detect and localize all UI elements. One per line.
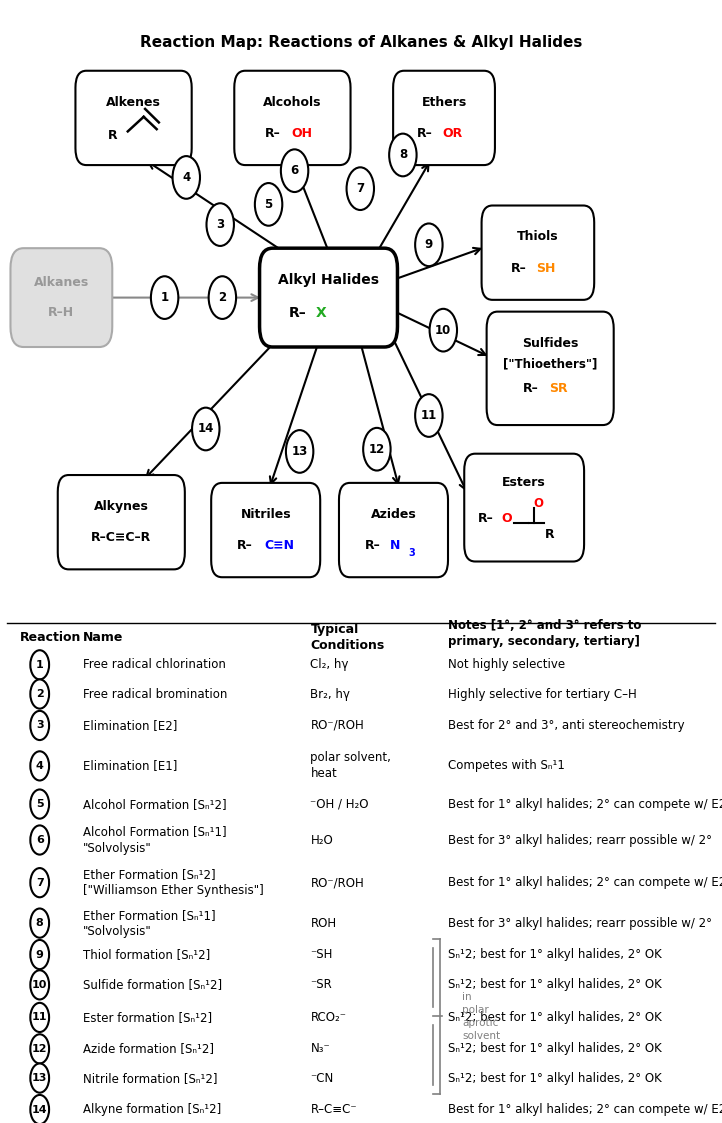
FancyBboxPatch shape: [487, 311, 614, 424]
Text: Highly selective for tertiary C–H: Highly selective for tertiary C–H: [448, 687, 636, 701]
Text: 1: 1: [36, 660, 43, 669]
Text: 8: 8: [399, 148, 407, 162]
Text: 10: 10: [435, 323, 451, 337]
Text: Best for 3° alkyl halides; rearr possible w/ 2°: Best for 3° alkyl halides; rearr possibl…: [448, 916, 712, 930]
Text: Alkyl Halides: Alkyl Halides: [278, 273, 379, 286]
Circle shape: [173, 156, 200, 199]
Text: Best for 1° alkyl halides; 2° can compete w/ E2: Best for 1° alkyl halides; 2° can compet…: [448, 1103, 722, 1116]
Text: in
polar
aprotic
solvent: in polar aprotic solvent: [462, 992, 500, 1041]
Text: Ester formation [Sₙ¹2]: Ester formation [Sₙ¹2]: [83, 1011, 212, 1024]
Text: 11: 11: [421, 409, 437, 422]
Circle shape: [30, 1063, 49, 1093]
Circle shape: [206, 203, 234, 246]
Text: X: X: [316, 307, 326, 320]
Text: 11: 11: [32, 1013, 48, 1022]
Circle shape: [30, 650, 49, 679]
Text: R–C≡C⁻: R–C≡C⁻: [310, 1103, 357, 1116]
Text: Br₂, hγ: Br₂, hγ: [310, 687, 350, 701]
Text: 14: 14: [198, 422, 214, 436]
Text: R: R: [544, 528, 554, 541]
Text: Cl₂, hγ: Cl₂, hγ: [310, 658, 349, 672]
Text: SR: SR: [549, 382, 567, 395]
FancyBboxPatch shape: [11, 248, 113, 347]
FancyBboxPatch shape: [76, 71, 191, 165]
Text: Best for 1° alkyl halides; 2° can compete w/ E2: Best for 1° alkyl halides; 2° can compet…: [448, 876, 722, 889]
Text: Reaction: Reaction: [20, 631, 82, 645]
Text: 4: 4: [182, 171, 191, 184]
Circle shape: [30, 940, 49, 969]
Text: Not highly selective: Not highly selective: [448, 658, 565, 672]
FancyBboxPatch shape: [464, 454, 584, 562]
Text: R–: R–: [523, 382, 539, 395]
Text: Alcohols: Alcohols: [263, 95, 322, 109]
Text: RCO₂⁻: RCO₂⁻: [310, 1011, 347, 1024]
Circle shape: [281, 149, 308, 192]
Circle shape: [30, 789, 49, 819]
Text: Free radical chlorination: Free radical chlorination: [83, 658, 226, 672]
Text: N₃⁻: N₃⁻: [310, 1042, 330, 1056]
Text: R–: R–: [289, 307, 307, 320]
Text: 5: 5: [264, 198, 273, 211]
Text: 6: 6: [36, 836, 43, 844]
Text: Alkanes: Alkanes: [34, 276, 89, 290]
Text: Alcohol Formation [Sₙ¹1]
"Solvolysis": Alcohol Formation [Sₙ¹1] "Solvolysis": [83, 825, 227, 855]
FancyBboxPatch shape: [393, 71, 495, 165]
Text: 10: 10: [32, 980, 48, 989]
Text: R–: R–: [237, 539, 253, 553]
Text: Nitriles: Nitriles: [240, 508, 291, 521]
Text: 12: 12: [369, 442, 385, 456]
Text: SH: SH: [536, 262, 556, 275]
Text: R–C≡C–R: R–C≡C–R: [91, 531, 152, 545]
Text: Sulfides: Sulfides: [522, 337, 578, 350]
FancyBboxPatch shape: [482, 206, 594, 300]
Text: Azide formation [Sₙ¹2]: Azide formation [Sₙ¹2]: [83, 1042, 214, 1056]
Text: ⁻SH: ⁻SH: [310, 948, 333, 961]
Circle shape: [30, 1095, 49, 1123]
Text: Sₙ¹2; best for 1° alkyl halides, 2° OK: Sₙ¹2; best for 1° alkyl halides, 2° OK: [448, 1071, 661, 1085]
Text: Sₙ¹2; best for 1° alkyl halides, 2° OK: Sₙ¹2; best for 1° alkyl halides, 2° OK: [448, 978, 661, 992]
Circle shape: [286, 430, 313, 473]
Text: R: R: [108, 129, 118, 143]
Text: R–: R–: [265, 127, 281, 140]
Text: Sₙ¹2; best for 1° alkyl halides, 2° OK: Sₙ¹2; best for 1° alkyl halides, 2° OK: [448, 948, 661, 961]
Text: 4: 4: [36, 761, 43, 770]
Text: Alkenes: Alkenes: [106, 95, 161, 109]
Circle shape: [192, 408, 219, 450]
Text: Free radical bromination: Free radical bromination: [83, 687, 227, 701]
Text: Ether Formation [Sₙ¹1]
"Solvolysis": Ether Formation [Sₙ¹1] "Solvolysis": [83, 909, 216, 938]
Text: Esters: Esters: [503, 476, 546, 490]
FancyBboxPatch shape: [260, 248, 397, 347]
Text: 8: 8: [36, 919, 43, 928]
Text: R–: R–: [365, 539, 380, 553]
Text: ⁻SR: ⁻SR: [310, 978, 332, 992]
Text: ROH: ROH: [310, 916, 336, 930]
Text: Azides: Azides: [370, 508, 417, 521]
Text: Competes with Sₙ¹1: Competes with Sₙ¹1: [448, 759, 565, 773]
Text: 13: 13: [292, 445, 308, 458]
Circle shape: [363, 428, 391, 471]
Circle shape: [430, 309, 457, 351]
Text: 1: 1: [160, 291, 169, 304]
Text: Notes [1°, 2° and 3° refers to
primary, secondary, tertiary]: Notes [1°, 2° and 3° refers to primary, …: [448, 619, 641, 648]
Text: Sₙ¹2; best for 1° alkyl halides, 2° OK: Sₙ¹2; best for 1° alkyl halides, 2° OK: [448, 1011, 661, 1024]
Text: ⁻OH / H₂O: ⁻OH / H₂O: [310, 797, 369, 811]
Text: Name: Name: [83, 631, 123, 645]
Text: ⁻CN: ⁻CN: [310, 1071, 334, 1085]
Circle shape: [255, 183, 282, 226]
Circle shape: [30, 751, 49, 780]
Text: Ether Formation [Sₙ¹2]
["Williamson Ether Synthesis"]: Ether Formation [Sₙ¹2] ["Williamson Ethe…: [83, 868, 264, 897]
Text: N: N: [390, 539, 400, 553]
FancyBboxPatch shape: [211, 483, 321, 577]
Text: 3: 3: [36, 721, 43, 730]
FancyBboxPatch shape: [58, 475, 185, 569]
Text: Thiols: Thiols: [517, 230, 559, 244]
Circle shape: [30, 970, 49, 999]
Circle shape: [347, 167, 374, 210]
Text: ["Thioethers"]: ["Thioethers"]: [503, 357, 597, 371]
Text: Alcohol Formation [Sₙ¹2]: Alcohol Formation [Sₙ¹2]: [83, 797, 227, 811]
Text: Best for 2° and 3°, anti stereochemistry: Best for 2° and 3°, anti stereochemistry: [448, 719, 684, 732]
Circle shape: [209, 276, 236, 319]
Circle shape: [415, 223, 443, 266]
Text: Sₙ¹2; best for 1° alkyl halides, 2° OK: Sₙ¹2; best for 1° alkyl halides, 2° OK: [448, 1042, 661, 1056]
Text: R–: R–: [510, 262, 526, 275]
